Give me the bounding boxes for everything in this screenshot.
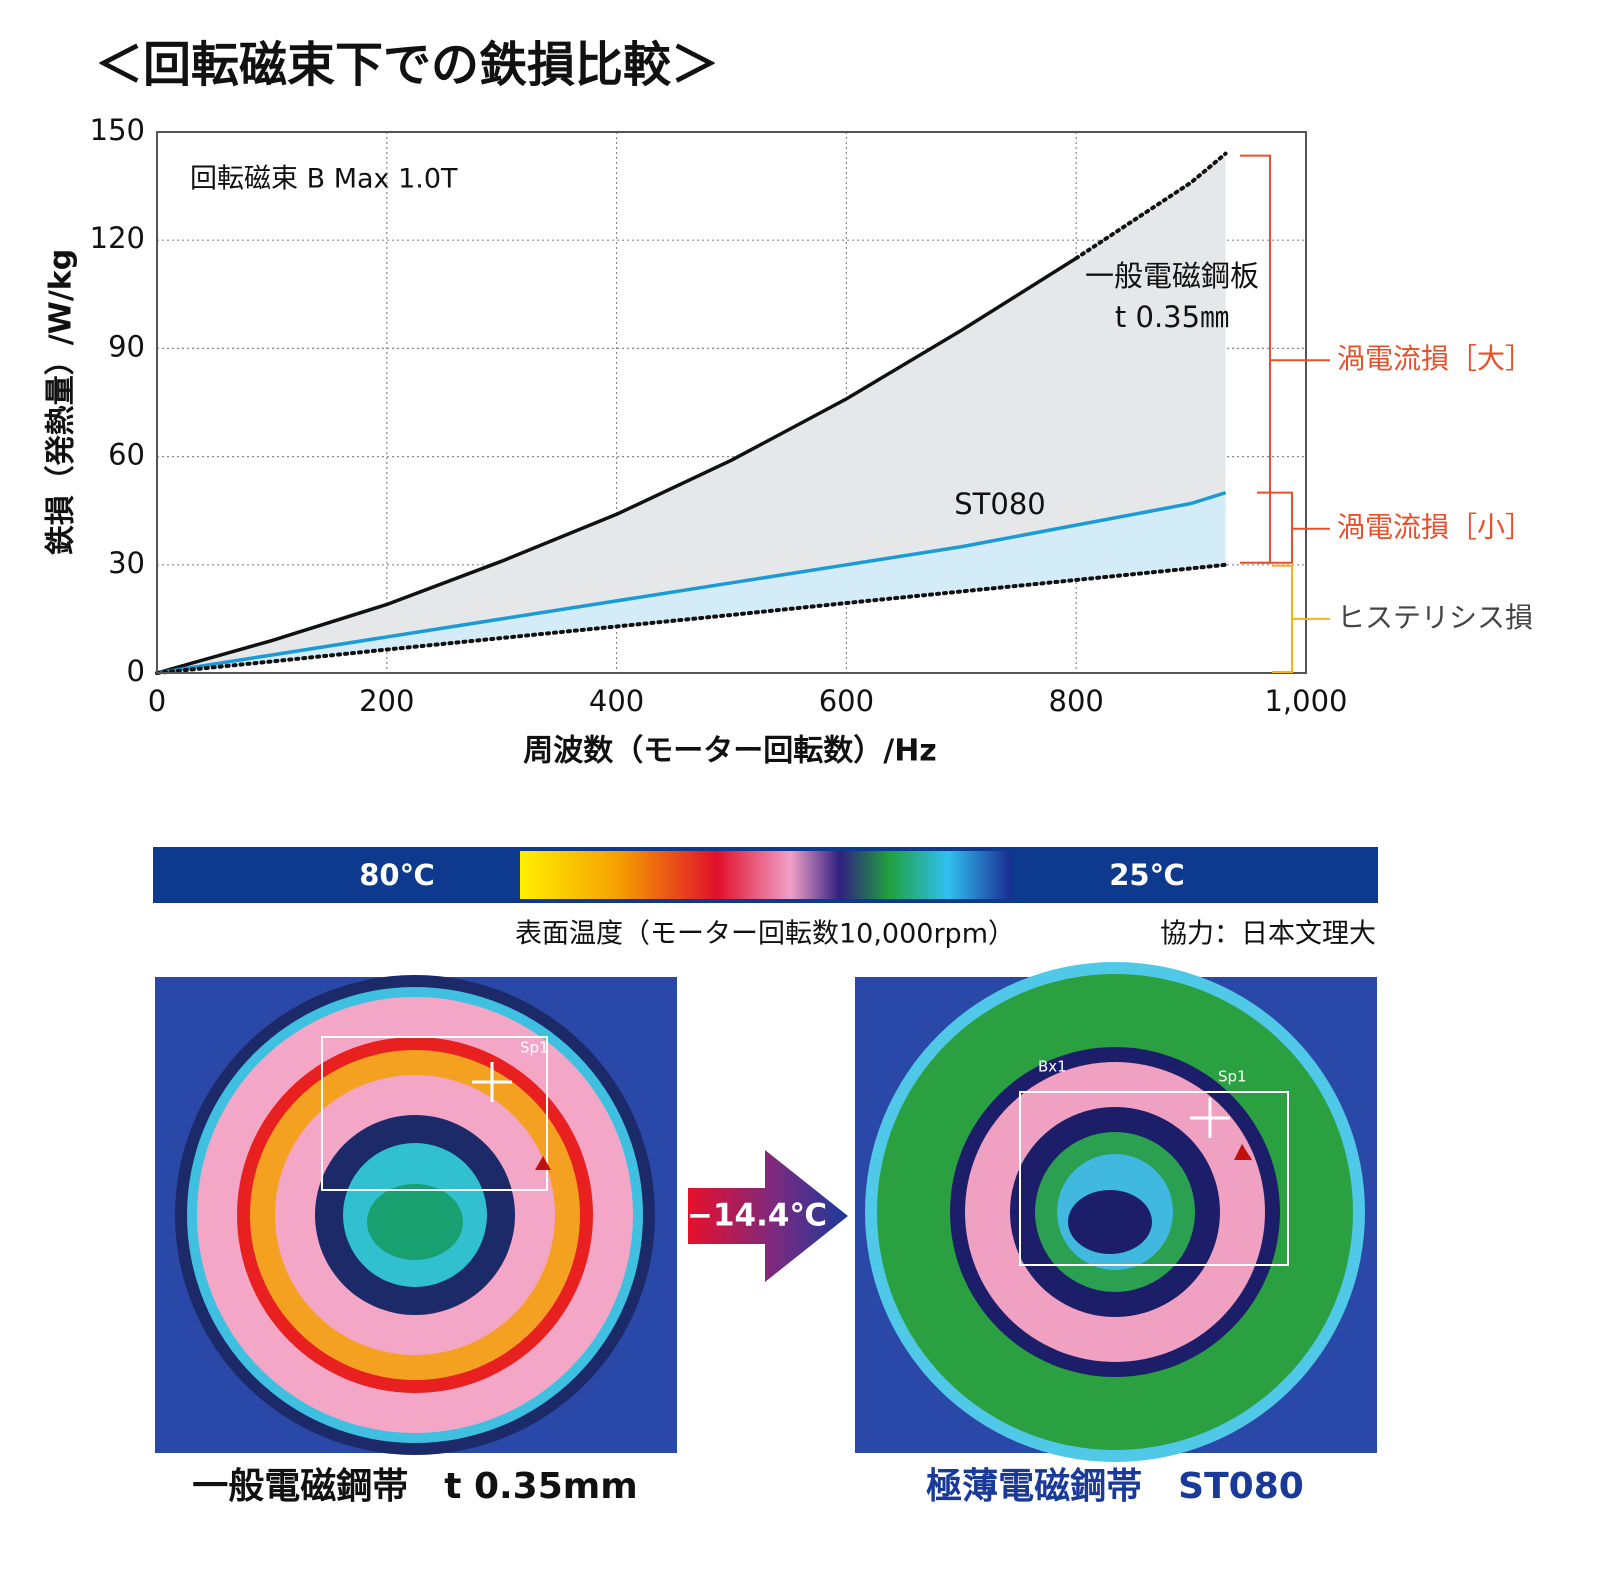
bracket-label: 渦電流損［大］ [1337, 342, 1533, 375]
y-tick-label: 150 [90, 113, 145, 147]
box-label: Bx1 [1038, 1058, 1067, 1076]
temperature-difference: −14.4℃ [687, 1198, 827, 1234]
bracket-label: ヒステリシス損 [1337, 601, 1533, 634]
spot-label: Sp1 [520, 1039, 549, 1057]
scale-gradient [520, 851, 1012, 899]
series-line [156, 490, 1227, 675]
scale-hot: 80℃ [359, 858, 434, 892]
thermal-image-left [155, 975, 677, 1455]
area-fill [157, 153, 1226, 673]
series-label: t 0.35㎜ [1115, 300, 1229, 334]
thermal-image-right [855, 962, 1377, 1462]
y-axis-label: 鉄損（発熱量）/W/kg [44, 249, 79, 555]
title: ＜回転磁束下での鉄損比較＞ [95, 37, 719, 93]
plot: 0 30 60 90 120 150 0 200 400 600 800 1,000 一般電磁鋼板 t 0… [90, 113, 1533, 718]
x-tick-label: 200 [359, 684, 414, 718]
y-tick-label: 90 [108, 329, 145, 363]
x-tick-label: 400 [589, 684, 644, 718]
bracket-label: 渦電流損［小］ [1337, 511, 1533, 544]
scale-cold: 25℃ [1109, 858, 1184, 892]
credit: 協力：日本文理大 [1160, 919, 1376, 950]
x-tick-label: 0 [148, 684, 166, 718]
caption: 表面温度（モーター回転数10,000rpm） [515, 919, 1015, 950]
series-line [1074, 151, 1228, 261]
series-label: ST080 [954, 487, 1045, 521]
spot-label: Sp1 [1218, 1068, 1247, 1086]
bracket [1257, 491, 1330, 564]
condition: 回転磁束 B Max 1.0T [190, 164, 458, 195]
arrow [688, 1150, 848, 1282]
bracket [1240, 154, 1330, 564]
y-tick-label: 120 [90, 221, 145, 255]
right-label: 極薄電磁鋼帯 ST080 [926, 1466, 1304, 1507]
area-fill [157, 492, 1226, 673]
x-tick-label: 800 [1049, 684, 1104, 718]
x-axis-label: 周波数（モーター回転数）/Hz [523, 734, 937, 769]
left-label: 一般電磁鋼帯 t 0.35mm [192, 1466, 638, 1507]
x-tick-label: 1,000 [1264, 684, 1347, 718]
y-tick-label: 60 [108, 438, 145, 472]
y-tick-label: 30 [108, 546, 145, 580]
bracket [1272, 564, 1330, 673]
x-tick-label: 600 [819, 684, 874, 718]
series-label: 一般電磁鋼板 [1085, 259, 1259, 293]
plot-frame [156, 131, 1307, 674]
series-line [156, 256, 1078, 675]
series-line [155, 562, 1228, 675]
y-tick-label: 0 [127, 654, 145, 688]
